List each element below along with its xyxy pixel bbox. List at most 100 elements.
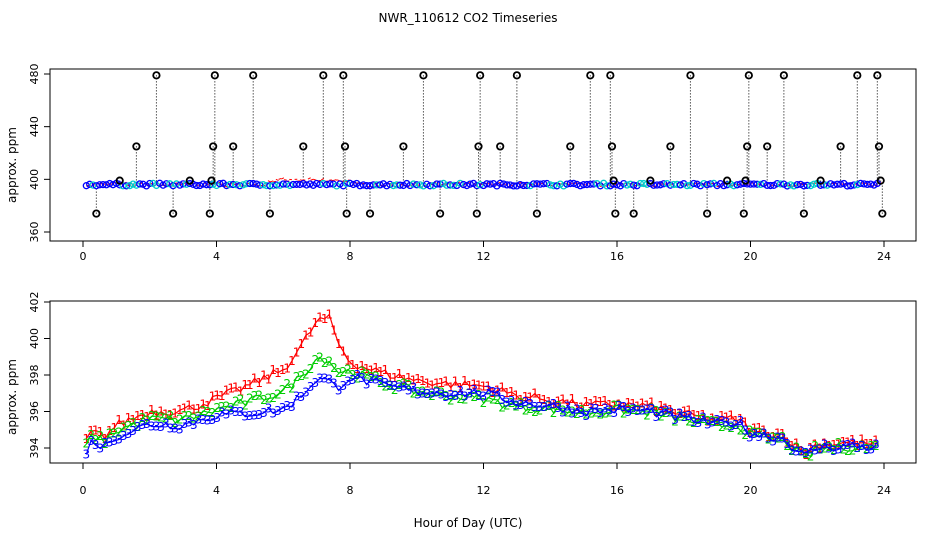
top-outlier-marker	[723, 176, 732, 185]
top-data-point	[673, 180, 681, 189]
series-3-point: 3	[391, 379, 399, 393]
series-2-point: 2	[396, 378, 404, 392]
top-outlier-marker	[816, 176, 825, 185]
top-outlier-marker	[586, 71, 595, 80]
series-1-point: 1	[755, 421, 763, 435]
top-data-point	[536, 180, 544, 188]
top-outlier-marker	[472, 209, 481, 218]
series-3-point: 3	[526, 397, 534, 411]
series-3-point: 3	[199, 413, 207, 427]
series-2-point: 2	[171, 416, 179, 430]
series-3-point: 3	[120, 429, 128, 443]
series-3-point: 3	[162, 416, 170, 430]
series-1-point: 1	[209, 390, 217, 404]
series-1-point: 1	[255, 376, 263, 390]
series-3-point: 3	[433, 385, 441, 399]
top-data-point	[222, 181, 231, 190]
top-data-point	[486, 180, 494, 188]
series-1-point: 1	[788, 439, 796, 453]
series-1-point: 1	[396, 367, 404, 381]
series-1-point: 1	[821, 436, 829, 450]
top-data-point	[516, 180, 524, 189]
top-data-point	[302, 181, 311, 189]
top-data-point	[836, 180, 845, 188]
series-2-point: 2	[653, 404, 661, 418]
top-data-point	[483, 180, 491, 188]
top-data-point	[199, 180, 207, 188]
top-outlier-marker	[474, 142, 483, 151]
top-outlier-marker	[743, 142, 752, 151]
series-1-point: 1	[274, 366, 282, 380]
series-3-point: 3	[405, 383, 413, 397]
series-2-point: 2	[811, 439, 819, 453]
top-red-trace	[310, 178, 314, 181]
top-outlier-marker	[853, 71, 862, 80]
top-data-point	[366, 182, 374, 190]
series-2-point: 2	[498, 401, 506, 415]
bottom-x-tick-label: 20	[744, 484, 758, 497]
series-2-point: 2	[657, 409, 665, 423]
series-3-point: 3	[811, 443, 819, 457]
series-1-point: 1	[363, 362, 371, 376]
series-2-point: 2	[830, 443, 838, 457]
series-1-point: 1	[157, 405, 165, 419]
series-2-point: 2	[363, 368, 371, 382]
series-3-point: 3	[185, 416, 193, 430]
series-3-point: 3	[494, 386, 502, 400]
series-2-point: 2	[783, 439, 791, 453]
series-3-point: 3	[564, 399, 572, 413]
series-3-point: 3	[643, 402, 651, 416]
series-2-point: 2	[87, 428, 95, 442]
top-data-point	[503, 181, 511, 189]
series-1-point: 1	[517, 393, 525, 407]
series-1-point: 1	[830, 438, 838, 452]
top-data-point	[289, 180, 297, 189]
series-3-point: 3	[760, 427, 768, 441]
series-3-point: 3	[92, 438, 100, 452]
top-data-point	[306, 180, 314, 188]
series-3-point: 3	[783, 437, 791, 451]
series-1-point: 1	[260, 368, 268, 382]
top-data-point	[186, 179, 194, 188]
series-2-point: 2	[615, 398, 623, 412]
series-2-point: 2	[508, 396, 516, 410]
series-3-point: 3	[695, 416, 703, 430]
series-1-point: 1	[522, 390, 530, 404]
top-data-point	[509, 182, 518, 190]
series-2-point: 2	[503, 399, 511, 413]
series-1-point: 1	[540, 393, 548, 407]
series-2-point: 2	[307, 362, 315, 376]
top-outlier-marker	[799, 209, 809, 218]
top-data-point	[236, 182, 244, 190]
series-2-point: 2	[148, 409, 156, 423]
series-2-point: 2	[601, 407, 609, 421]
series-1-point: 1	[849, 433, 857, 447]
series-2-point: 2	[807, 449, 815, 463]
top-outlier-marker	[763, 142, 772, 151]
top-data-point	[543, 179, 551, 188]
series-1-point: 1	[825, 439, 833, 453]
top-data-point	[806, 182, 815, 190]
series-2-point: 2	[620, 407, 628, 421]
series-2-point: 2	[143, 414, 151, 428]
series-2-point: 2	[606, 405, 614, 419]
series-2-point: 2	[354, 371, 362, 385]
series-3-point: 3	[713, 413, 721, 427]
series-2-point: 2	[153, 409, 161, 423]
top-data-point	[690, 179, 698, 188]
top-data-point	[466, 180, 474, 188]
series-3-point: 3	[545, 398, 553, 412]
series-1-point: 1	[667, 403, 675, 417]
series-1-point: 1	[311, 316, 319, 330]
series-3-point: 3	[377, 374, 385, 388]
series-2-point: 2	[302, 367, 310, 381]
series-2-point: 2	[209, 406, 217, 420]
top-outlier-marker	[606, 71, 615, 80]
series-1-point: 1	[195, 402, 203, 416]
series-3-point: 3	[825, 442, 833, 456]
series-3-point: 3	[223, 407, 231, 421]
series-1-point: 1	[802, 448, 810, 462]
top-outlier-marker	[340, 142, 350, 151]
top-data-point	[413, 181, 421, 189]
top-y-tick-label: 400	[28, 169, 41, 190]
